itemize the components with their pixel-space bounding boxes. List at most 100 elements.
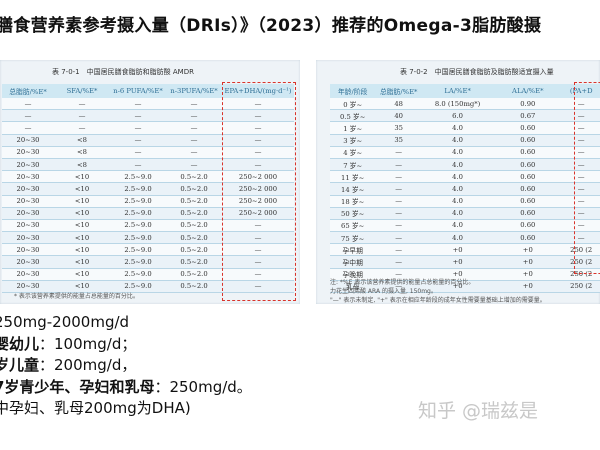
table-cell: — xyxy=(110,158,166,172)
table-row: 50 岁~ —4.0 0.60— xyxy=(330,207,600,220)
table-cell: 孕早期 xyxy=(330,243,376,257)
table-row: 0 岁~ 48 8.0 (150mg*) 0.90— xyxy=(330,98,600,111)
table-row: — — — — — xyxy=(2,109,294,123)
table-cell: — xyxy=(222,243,294,257)
summary-line: 婴幼儿：100mg/d； xyxy=(0,334,252,356)
table-cell: 14 岁~ xyxy=(330,182,376,196)
table-cell: 4.0 xyxy=(422,195,494,208)
column-header: EPA+DHA/(mg·d⁻¹) xyxy=(222,84,294,98)
table-cell: 18 岁~ xyxy=(330,195,376,208)
table-cell: 250 (2 xyxy=(562,268,600,281)
amdr-table: 总脂肪/%E* SFA/%E* n-6 PUFA/%E* n-3PUFA/%E*… xyxy=(2,84,294,294)
table-cell: <10 xyxy=(54,182,110,196)
table-cell: 20~30 xyxy=(2,231,54,245)
note-line: 注: *%E 表示该营养素提供的能量占总能量的百分比。 xyxy=(330,279,475,286)
table-cell: 0.60 xyxy=(493,231,563,245)
summary-bold: 岁儿童 xyxy=(0,356,40,374)
table-cell: 0.5~2.0 xyxy=(166,182,222,196)
table-row: 20~30 <10 2.5~9.0 0.5~2.0— xyxy=(2,268,294,281)
table-cell: — xyxy=(166,98,222,111)
table-cell: <10 xyxy=(54,243,110,257)
table-cell: +0 xyxy=(422,268,494,281)
table-cell: 0.5~2.0 xyxy=(166,219,222,233)
table-row: 20~30 <10 2.5~9.0 0.5~2.0 250~2 000 xyxy=(2,207,294,220)
table-caption: 表 7-0-1 中国居民膳食脂肪和脂肪酸 AMDR xyxy=(52,68,194,76)
table-cell: — xyxy=(562,170,600,184)
table-cell: 20~30 xyxy=(2,268,54,281)
table-cell: 0.60 xyxy=(493,146,563,159)
table-cell: +0 xyxy=(493,243,563,257)
table-cell: <10 xyxy=(54,170,110,184)
table-cell: — xyxy=(166,109,222,123)
table-cell: 75 岁~ xyxy=(330,231,376,245)
table-cell: 0.5 岁~ xyxy=(330,109,376,123)
summary-bold: 7岁青少年、孕妇和乳母 xyxy=(0,377,155,396)
table-cell: — xyxy=(375,158,423,172)
table-row: 20~30 <10 2.5~9.0 0.5~2.0— xyxy=(2,231,294,245)
table-cell: 0.5~2.0 xyxy=(166,255,222,269)
table-cell: — xyxy=(562,231,600,245)
highlight-box xyxy=(574,82,600,274)
table-cell: 4.0 xyxy=(422,182,494,196)
table-cell: 0.67 xyxy=(493,109,563,123)
table-cell: — xyxy=(375,207,423,220)
table-cell: — xyxy=(54,109,110,123)
summary-line: 7岁青少年、孕妇和乳母：250mg/d。 xyxy=(0,377,252,399)
table-cell: 250~2 000 xyxy=(222,170,294,184)
table-cell: +0 xyxy=(493,280,563,294)
table-cell: — xyxy=(222,231,294,245)
table-cell: +0 xyxy=(422,280,494,294)
table-cell: 0.5~2.0 xyxy=(166,170,222,184)
table-cell: <10 xyxy=(54,231,110,245)
table-cell: 7 岁~ xyxy=(330,158,376,172)
table-row: 75 岁~ —4.0 0.60— xyxy=(330,231,600,245)
table-notes: 注: *%E 表示该营养素提供的能量占总能量的百分比。 力花生四烯酸 ARA 的… xyxy=(330,278,546,304)
table-cell: 0.5~2.0 xyxy=(166,243,222,257)
table-row: — — — — — xyxy=(2,98,294,111)
table-cell: — xyxy=(110,134,166,147)
table-cell: 20~30 xyxy=(2,134,54,147)
table-cell: 4.0 xyxy=(422,231,494,245)
table-cell: <8 xyxy=(54,134,110,147)
table-cell: 20~30 xyxy=(2,219,54,233)
table-cell: 4.0 xyxy=(422,170,494,184)
table-cell: 乳母 xyxy=(330,280,376,294)
table-cell: — xyxy=(375,231,423,245)
column-header: LA/%E* xyxy=(422,84,494,98)
table-cell: 0.60 xyxy=(493,170,563,184)
column-header: 年龄/阶段 xyxy=(330,84,376,98)
note-line: * 表示该营养素提供的能量占总能量的百分比。 xyxy=(14,293,139,300)
table-cell: — xyxy=(375,182,423,196)
table-cell: — xyxy=(375,280,423,294)
table-cell: — xyxy=(166,121,222,135)
table-cell: — xyxy=(54,98,110,111)
summary-line: 中孕妇、乳母200mg为DHA) xyxy=(0,398,252,420)
table-cell: 0.90 xyxy=(493,98,563,111)
table-cell: 2.5~9.0 xyxy=(110,219,166,233)
table-cell: — xyxy=(222,219,294,233)
table-cell: 11 岁~ xyxy=(330,170,376,184)
table-row: 乳母 — +0 +0 250 (2 xyxy=(330,280,600,294)
table-row: 20~30 <10 2.5~9.0 0.5~2.0— xyxy=(2,255,294,269)
summary-value: 250mg-2000mg/d xyxy=(0,313,130,331)
table-cell: 8.0 (150mg*) xyxy=(422,98,494,111)
page-title: 膳食营养素参考摄入量（DRIs）》（2023）推荐的Omega-3脂肪酸摄 xyxy=(0,16,542,36)
table-cell: +0 xyxy=(493,268,563,281)
table-cell: <10 xyxy=(54,195,110,208)
table-header-row: 总脂肪/%E* SFA/%E* n-6 PUFA/%E* n-3PUFA/%E*… xyxy=(2,84,294,98)
table-cell: 0 岁~ xyxy=(330,98,376,111)
table-cell: 20~30 xyxy=(2,280,54,294)
table-cell: <10 xyxy=(54,255,110,269)
table-cell: 0.5~2.0 xyxy=(166,268,222,281)
table-cell: — xyxy=(166,146,222,159)
table-cell: 0.60 xyxy=(493,207,563,220)
table-cell: — xyxy=(2,109,54,123)
table-cell: 2.5~9.0 xyxy=(110,207,166,220)
table-cell: — xyxy=(2,98,54,111)
table-cell: 250 (2 xyxy=(562,243,600,257)
table-cell: 0.60 xyxy=(493,134,563,147)
table-cell: <10 xyxy=(54,268,110,281)
note-line: "—" 表示未制定, "+" 表示在相应年龄段的成年女性需要量基础上增加的需要量… xyxy=(330,297,546,304)
table-row: 4 岁~ —4.0 0.60— xyxy=(330,146,600,159)
table-cell: — xyxy=(562,146,600,159)
